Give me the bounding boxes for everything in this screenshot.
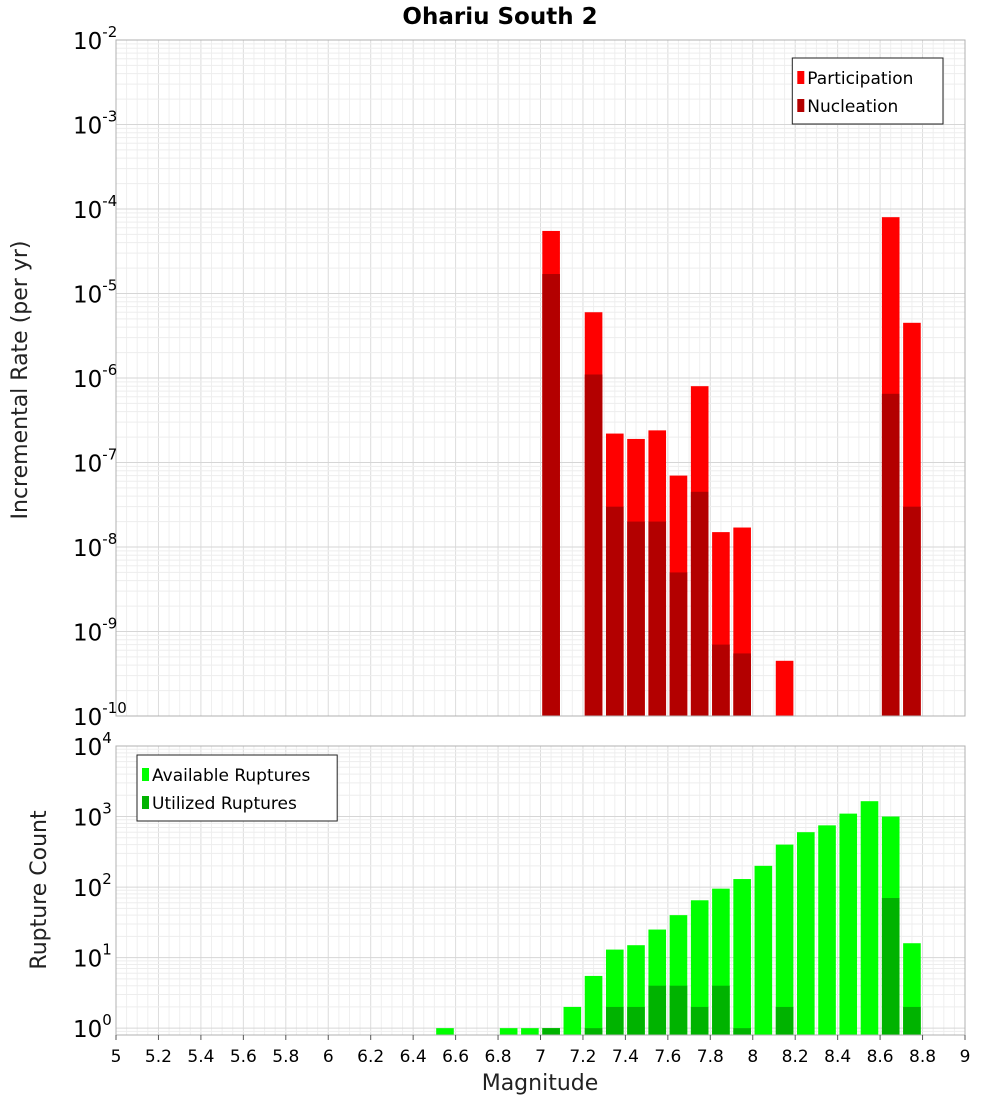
bar	[605, 1006, 624, 1035]
y-tick-label: 101	[73, 941, 112, 973]
y-tick-label: 10-10	[73, 699, 127, 731]
legend-entry: Available Ruptures	[152, 766, 310, 786]
bar	[733, 653, 751, 716]
legend-entry: Utilized Ruptures	[152, 794, 297, 814]
legend-swatch	[142, 796, 149, 809]
bar	[754, 865, 773, 1035]
x-tick-label: 5.6	[230, 1047, 257, 1067]
y-tick-label: 102	[73, 870, 112, 902]
y-ticks: 100 101 102 103 104	[73, 729, 112, 1043]
y-tick-label: 104	[73, 729, 112, 761]
x-tick-label: 5.2	[145, 1047, 172, 1067]
bar	[733, 879, 751, 1035]
bar	[627, 1006, 645, 1035]
bar	[712, 985, 730, 1035]
legend-swatch	[797, 71, 805, 84]
x-tick-label: 6	[323, 1047, 334, 1067]
bar	[775, 1006, 794, 1035]
chart-title: Ohariu South 2	[402, 4, 597, 30]
y-tick-label: 10-5	[73, 277, 117, 309]
bar	[690, 900, 709, 1035]
bar	[775, 660, 794, 716]
bar	[690, 1006, 709, 1035]
y-tick-label: 10-8	[73, 530, 117, 562]
legend-box	[791, 57, 944, 125]
legend: Participation Nucleation	[791, 57, 944, 125]
x-tick-label: 8.8	[909, 1047, 936, 1067]
y-tick-label: 10-6	[73, 361, 117, 393]
bar	[563, 1006, 582, 1035]
bar	[584, 975, 603, 1035]
x-tick-label: 8.6	[867, 1047, 894, 1067]
x-tick-label: 5	[111, 1047, 122, 1067]
y-ticks: 10-10 10-9 10-8 10-7 10-6 10-5 10-4 10-3 10-2	[73, 23, 127, 731]
y-tick-label: 10-3	[73, 108, 117, 140]
bar	[499, 1028, 518, 1035]
bar	[605, 506, 624, 716]
bar	[690, 491, 709, 716]
bar	[542, 274, 560, 716]
x-tick-label: 8.4	[824, 1047, 851, 1067]
x-tick-label: 5.8	[272, 1047, 299, 1067]
x-tick-label: 6.8	[485, 1047, 512, 1067]
bar	[627, 521, 645, 716]
y-tick-label: 100	[73, 1011, 112, 1043]
x-tick-label: 7.4	[612, 1047, 639, 1067]
x-tick-label: 7.6	[654, 1047, 681, 1067]
rate-panel: 10-10 10-9 10-8 10-7 10-6 10-5 10-4 10-3 10-2 Par…	[73, 23, 966, 731]
y-tick-label: 10-4	[73, 192, 117, 224]
bar	[881, 393, 900, 716]
x-tick-label: 8	[747, 1047, 758, 1067]
y-tick-label: 10-7	[73, 446, 117, 478]
y-axis-label-rate: Incremental Rate (per yr)	[8, 241, 33, 520]
x-tick-label: 8.2	[782, 1047, 809, 1067]
bar	[839, 813, 858, 1035]
y-tick-label: 10-2	[73, 23, 117, 55]
bar	[542, 1028, 560, 1035]
legend-box	[136, 754, 338, 822]
y-axis-label-count: Rupture Count	[27, 810, 52, 970]
legend-entry: Nucleation	[807, 97, 898, 117]
legend-entry: Participation	[807, 69, 913, 89]
bar	[881, 898, 900, 1035]
x-tick-label: 7.2	[569, 1047, 596, 1067]
bar	[733, 1028, 751, 1035]
bar	[648, 985, 667, 1035]
plot-frame	[115, 39, 966, 717]
series-utilized-ruptures	[542, 898, 921, 1035]
count-panel: 100 101 102 103 104 5 5.2 5.4 5.6 5.8 6 6.2 6.4 6.6 6.…	[73, 729, 970, 1067]
bar	[903, 1006, 921, 1035]
x-tick-label: 6.2	[357, 1047, 384, 1067]
x-tick-label: 5.4	[187, 1047, 214, 1067]
x-ticks: 5 5.2 5.4 5.6 5.8 6 6.2 6.4 6.6 6.8 7 7.2 7.4 7.6 7.8 8…	[111, 1035, 971, 1067]
bar	[584, 374, 603, 716]
x-tick-label: 7.8	[697, 1047, 724, 1067]
x-tick-label: 9	[960, 1047, 971, 1067]
bar	[775, 844, 794, 1035]
bar	[860, 801, 879, 1035]
bar	[669, 985, 688, 1035]
y-tick-label: 10-9	[73, 615, 117, 647]
x-tick-label: 6.4	[400, 1047, 427, 1067]
x-tick-label: 7	[535, 1047, 546, 1067]
y-tick-label: 103	[73, 800, 112, 832]
bar	[903, 506, 921, 716]
legend: Available Ruptures Utilized Ruptures	[136, 754, 338, 822]
bar	[797, 832, 815, 1035]
bar	[818, 825, 836, 1035]
bar	[521, 1028, 539, 1035]
bar	[584, 1028, 603, 1035]
x-tick-label: 6.6	[442, 1047, 469, 1067]
bar	[669, 572, 688, 716]
x-axis-label: Magnitude	[482, 1071, 599, 1096]
bar	[712, 644, 730, 716]
bar	[648, 521, 667, 716]
legend-swatch	[142, 768, 149, 781]
legend-swatch	[797, 99, 805, 112]
bar	[436, 1028, 454, 1035]
series-nucleation	[542, 274, 921, 716]
grid	[115, 40, 966, 717]
